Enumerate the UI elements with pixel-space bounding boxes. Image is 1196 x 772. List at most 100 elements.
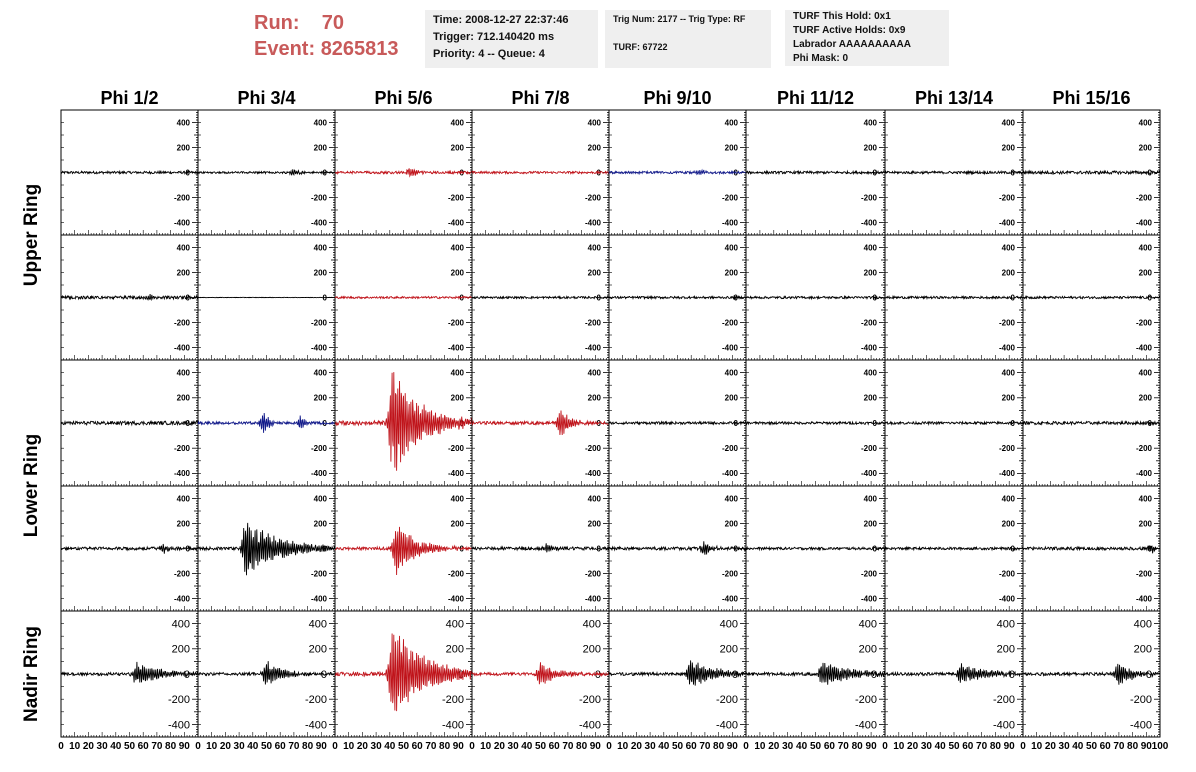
y-tick-label: 200 <box>309 644 327 656</box>
y-tick-label: 400 <box>720 618 738 630</box>
x-tick-label: 60 <box>138 741 150 752</box>
y-tick-label: 400 <box>451 118 465 127</box>
x-tick-label: 40 <box>1072 741 1084 752</box>
x-tick-label: 60 <box>412 741 424 752</box>
y-tick-label: -400 <box>716 719 738 731</box>
x-tick-label: 20 <box>1045 741 1057 752</box>
y-tick-label: -200 <box>168 694 190 706</box>
y-tick-label: 400 <box>1002 118 1016 127</box>
y-tick-label: 200 <box>997 644 1015 656</box>
waveform-line <box>1022 294 1161 301</box>
y-tick-label: -400 <box>722 218 739 227</box>
x-tick-label: 90 <box>316 741 328 752</box>
y-tick-label: 0 <box>458 669 464 681</box>
x-tick-label: 10 <box>754 741 766 752</box>
y-tick-label: 400 <box>588 243 602 252</box>
column-header: Phi 5/6 <box>374 88 432 108</box>
y-tick-label: 400 <box>588 494 602 503</box>
x-tick-label: 60 <box>275 741 287 752</box>
x-tick-label: 90 <box>727 741 739 752</box>
y-tick-label: 200 <box>725 519 739 528</box>
waveform-line <box>745 420 886 426</box>
y-tick-label: -400 <box>585 218 602 227</box>
x-tick-label: 30 <box>97 741 109 752</box>
y-tick-label: -400 <box>861 343 878 352</box>
y-tick-label: 200 <box>588 519 602 528</box>
x-tick-label: 10 <box>617 741 629 752</box>
x-tick-label: 70 <box>838 741 850 752</box>
y-tick-label: 400 <box>725 368 739 377</box>
y-tick-label: 0 <box>1146 669 1152 681</box>
waveform-line <box>608 420 747 426</box>
x-tick-label: 20 <box>357 741 369 752</box>
y-tick-label: -200 <box>722 318 739 327</box>
x-tick-label: 20 <box>220 741 232 752</box>
x-tick-label: 0 <box>606 741 612 752</box>
y-tick-label: 200 <box>725 143 739 152</box>
y-tick-label: 0 <box>597 544 602 553</box>
waveform-line <box>197 169 336 176</box>
y-tick-label: 400 <box>997 618 1015 630</box>
y-tick-label: 400 <box>451 494 465 503</box>
x-tick-label: 90 <box>453 741 465 752</box>
y-tick-label: 200 <box>1134 644 1152 656</box>
y-tick-label: 200 <box>314 519 328 528</box>
y-tick-label: -200 <box>311 569 328 578</box>
y-tick-label: 400 <box>451 243 465 252</box>
x-tick-label: 70 <box>1113 741 1125 752</box>
y-tick-label: -400 <box>448 594 465 603</box>
waveform-line <box>608 660 747 686</box>
y-tick-label: -200 <box>716 694 738 706</box>
y-tick-label: -400 <box>1136 469 1153 478</box>
y-tick-label: 400 <box>1139 118 1153 127</box>
y-tick-label: 200 <box>314 268 328 277</box>
x-tick-label: 40 <box>658 741 670 752</box>
x-tick-label: 80 <box>302 741 314 752</box>
y-tick-label: -400 <box>311 343 328 352</box>
y-tick-label: 200 <box>588 143 602 152</box>
y-tick-label: 400 <box>1002 368 1016 377</box>
y-tick-label: -400 <box>722 594 739 603</box>
run-label: Run: <box>254 12 300 34</box>
y-tick-label: -200 <box>174 569 191 578</box>
y-tick-label: -400 <box>722 343 739 352</box>
y-tick-label: -200 <box>999 318 1016 327</box>
y-tick-label: 400 <box>314 494 328 503</box>
y-tick-label: -400 <box>174 343 191 352</box>
y-tick-label: -400 <box>1136 594 1153 603</box>
y-tick-label: -400 <box>722 469 739 478</box>
y-tick-label: -200 <box>448 318 465 327</box>
y-tick-label: -200 <box>585 193 602 202</box>
x-tick-label: 80 <box>852 741 864 752</box>
y-tick-label: -400 <box>1130 719 1152 731</box>
x-tick-label: 60 <box>824 741 836 752</box>
y-tick-label: 400 <box>1134 618 1152 630</box>
y-tick-label: -200 <box>722 569 739 578</box>
y-tick-label: 200 <box>177 394 191 403</box>
y-tick-label: 200 <box>725 268 739 277</box>
y-tick-label: -400 <box>448 469 465 478</box>
waveform-line <box>335 168 473 178</box>
x-tick-label: 30 <box>645 741 657 752</box>
y-tick-label: -400 <box>174 594 191 603</box>
x-tick-label: 70 <box>425 741 437 752</box>
y-tick-label: -400 <box>168 719 190 731</box>
turf-this-hold-text: TURF This Hold: 0x1 <box>793 11 891 22</box>
y-tick-label: 400 <box>314 243 328 252</box>
waveform-line <box>471 169 610 176</box>
y-tick-label: 400 <box>864 118 878 127</box>
x-tick-label: 10 <box>480 741 492 752</box>
y-tick-label: 400 <box>725 243 739 252</box>
y-tick-label: 400 <box>864 243 878 252</box>
y-tick-label: 200 <box>177 143 191 152</box>
waveform-line <box>745 545 886 552</box>
y-tick-label: -200 <box>305 694 327 706</box>
y-tick-label: 200 <box>583 644 601 656</box>
x-tick-label: 30 <box>921 741 933 752</box>
waveform-line <box>884 169 1024 176</box>
y-tick-label: 0 <box>460 544 465 553</box>
column-header: Phi 13/14 <box>915 88 993 108</box>
event-label: Event: <box>254 38 316 60</box>
y-tick-label: -400 <box>311 594 328 603</box>
y-tick-label: 0 <box>186 544 191 553</box>
